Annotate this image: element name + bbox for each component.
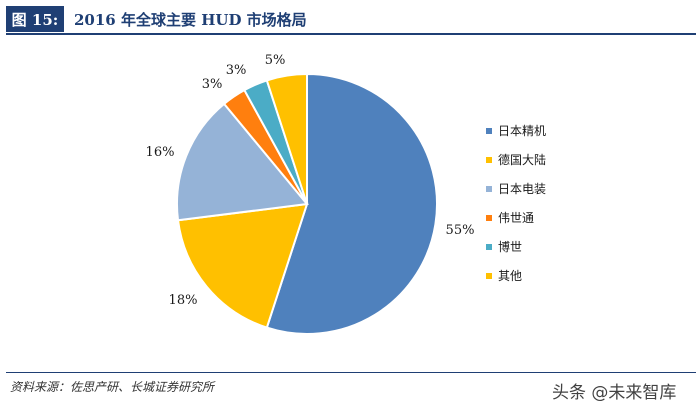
watermark: 头条 @未来智库 <box>552 378 676 403</box>
legend-swatch-2 <box>486 157 492 163</box>
figure-label: 图 15: <box>6 6 64 32</box>
data-label-2: 18% <box>169 293 198 308</box>
pie-slice-3 <box>176 102 309 222</box>
data-label-5: 3% <box>226 63 247 78</box>
legend-label-5: 博世 <box>498 239 522 254</box>
legend-label-1: 日本精机 <box>498 124 546 138</box>
watermark-text: 头条 @未来智库 <box>552 383 677 403</box>
source-note: 资料来源：佐思产研、长城证券研究所 <box>10 380 215 394</box>
pie-slice-1 <box>265 72 438 335</box>
pie-data-labels: 55% 18% 16% 3%3% 5% <box>146 53 475 308</box>
legend-swatch-6 <box>486 273 492 279</box>
pie-slice-2 <box>176 202 309 329</box>
legend-swatch-5 <box>486 244 492 250</box>
legend-swatch-1 <box>486 128 492 134</box>
data-label-4: 3% <box>202 77 223 92</box>
pie-slice-6 <box>265 72 308 205</box>
source-divider <box>6 372 696 373</box>
chart-title: 2016 年全球主要 HUD 市场格局 <box>74 10 307 29</box>
header-divider <box>6 33 696 35</box>
legend-label-6: 其他 <box>498 269 522 283</box>
data-label-3: 16% <box>146 145 175 160</box>
legend-label-3: 日本电装 <box>498 182 546 196</box>
legend-swatch-3 <box>486 186 492 192</box>
legend-swatch-4 <box>486 215 492 221</box>
data-label-1: 55% <box>446 223 475 238</box>
figure-header: 图 15: 2016 年全球主要 HUD 市场格局 <box>6 6 696 32</box>
legend-label-4: 伟世通 <box>498 211 534 225</box>
legend-label-2: 德国大陆 <box>498 152 546 167</box>
data-label-6: 5% <box>265 53 286 68</box>
pie-slices <box>176 72 438 335</box>
chart-area: 55% 18% 16% 3% 3% 5% 日本精机德国大陆日本电装伟世通博世其他 <box>0 40 700 360</box>
